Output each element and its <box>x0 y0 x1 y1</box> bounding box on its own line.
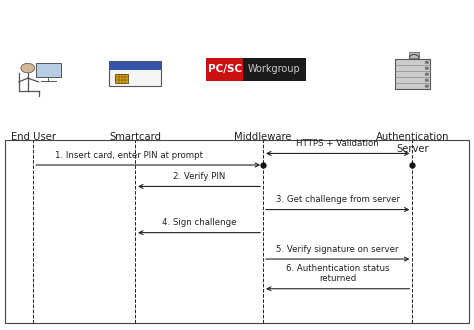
Text: PC/SC: PC/SC <box>208 64 242 74</box>
Circle shape <box>425 85 428 87</box>
Text: 2. Verify PIN: 2. Verify PIN <box>173 172 225 181</box>
Bar <box>409 52 419 58</box>
Bar <box>206 58 243 81</box>
Circle shape <box>425 67 428 69</box>
Bar <box>5 140 469 323</box>
Text: Smartcard: Smartcard <box>109 132 161 142</box>
Circle shape <box>425 73 428 75</box>
Text: Workgroup: Workgroup <box>248 64 301 74</box>
Bar <box>394 59 430 89</box>
Text: HTTPS + Validation: HTTPS + Validation <box>296 139 379 148</box>
Text: 6. Authentication status
returned: 6. Authentication status returned <box>286 264 390 283</box>
Text: End User: End User <box>11 132 55 142</box>
Text: 5. Verify signature on server: 5. Verify signature on server <box>276 245 399 254</box>
Circle shape <box>425 79 428 81</box>
Bar <box>109 62 161 70</box>
Text: Authentication
Server: Authentication Server <box>375 132 449 153</box>
Text: 4. Sign challenge: 4. Sign challenge <box>162 218 237 227</box>
Circle shape <box>425 61 428 63</box>
Bar <box>36 63 61 77</box>
Circle shape <box>21 63 35 73</box>
Bar <box>206 58 306 81</box>
Bar <box>115 74 128 82</box>
Text: 3. Get challenge from server: 3. Get challenge from server <box>276 195 400 204</box>
Bar <box>109 61 161 86</box>
Text: Middleware: Middleware <box>234 132 292 142</box>
Text: 1. Insert card, enter PIN at prompt: 1. Insert card, enter PIN at prompt <box>55 151 203 160</box>
